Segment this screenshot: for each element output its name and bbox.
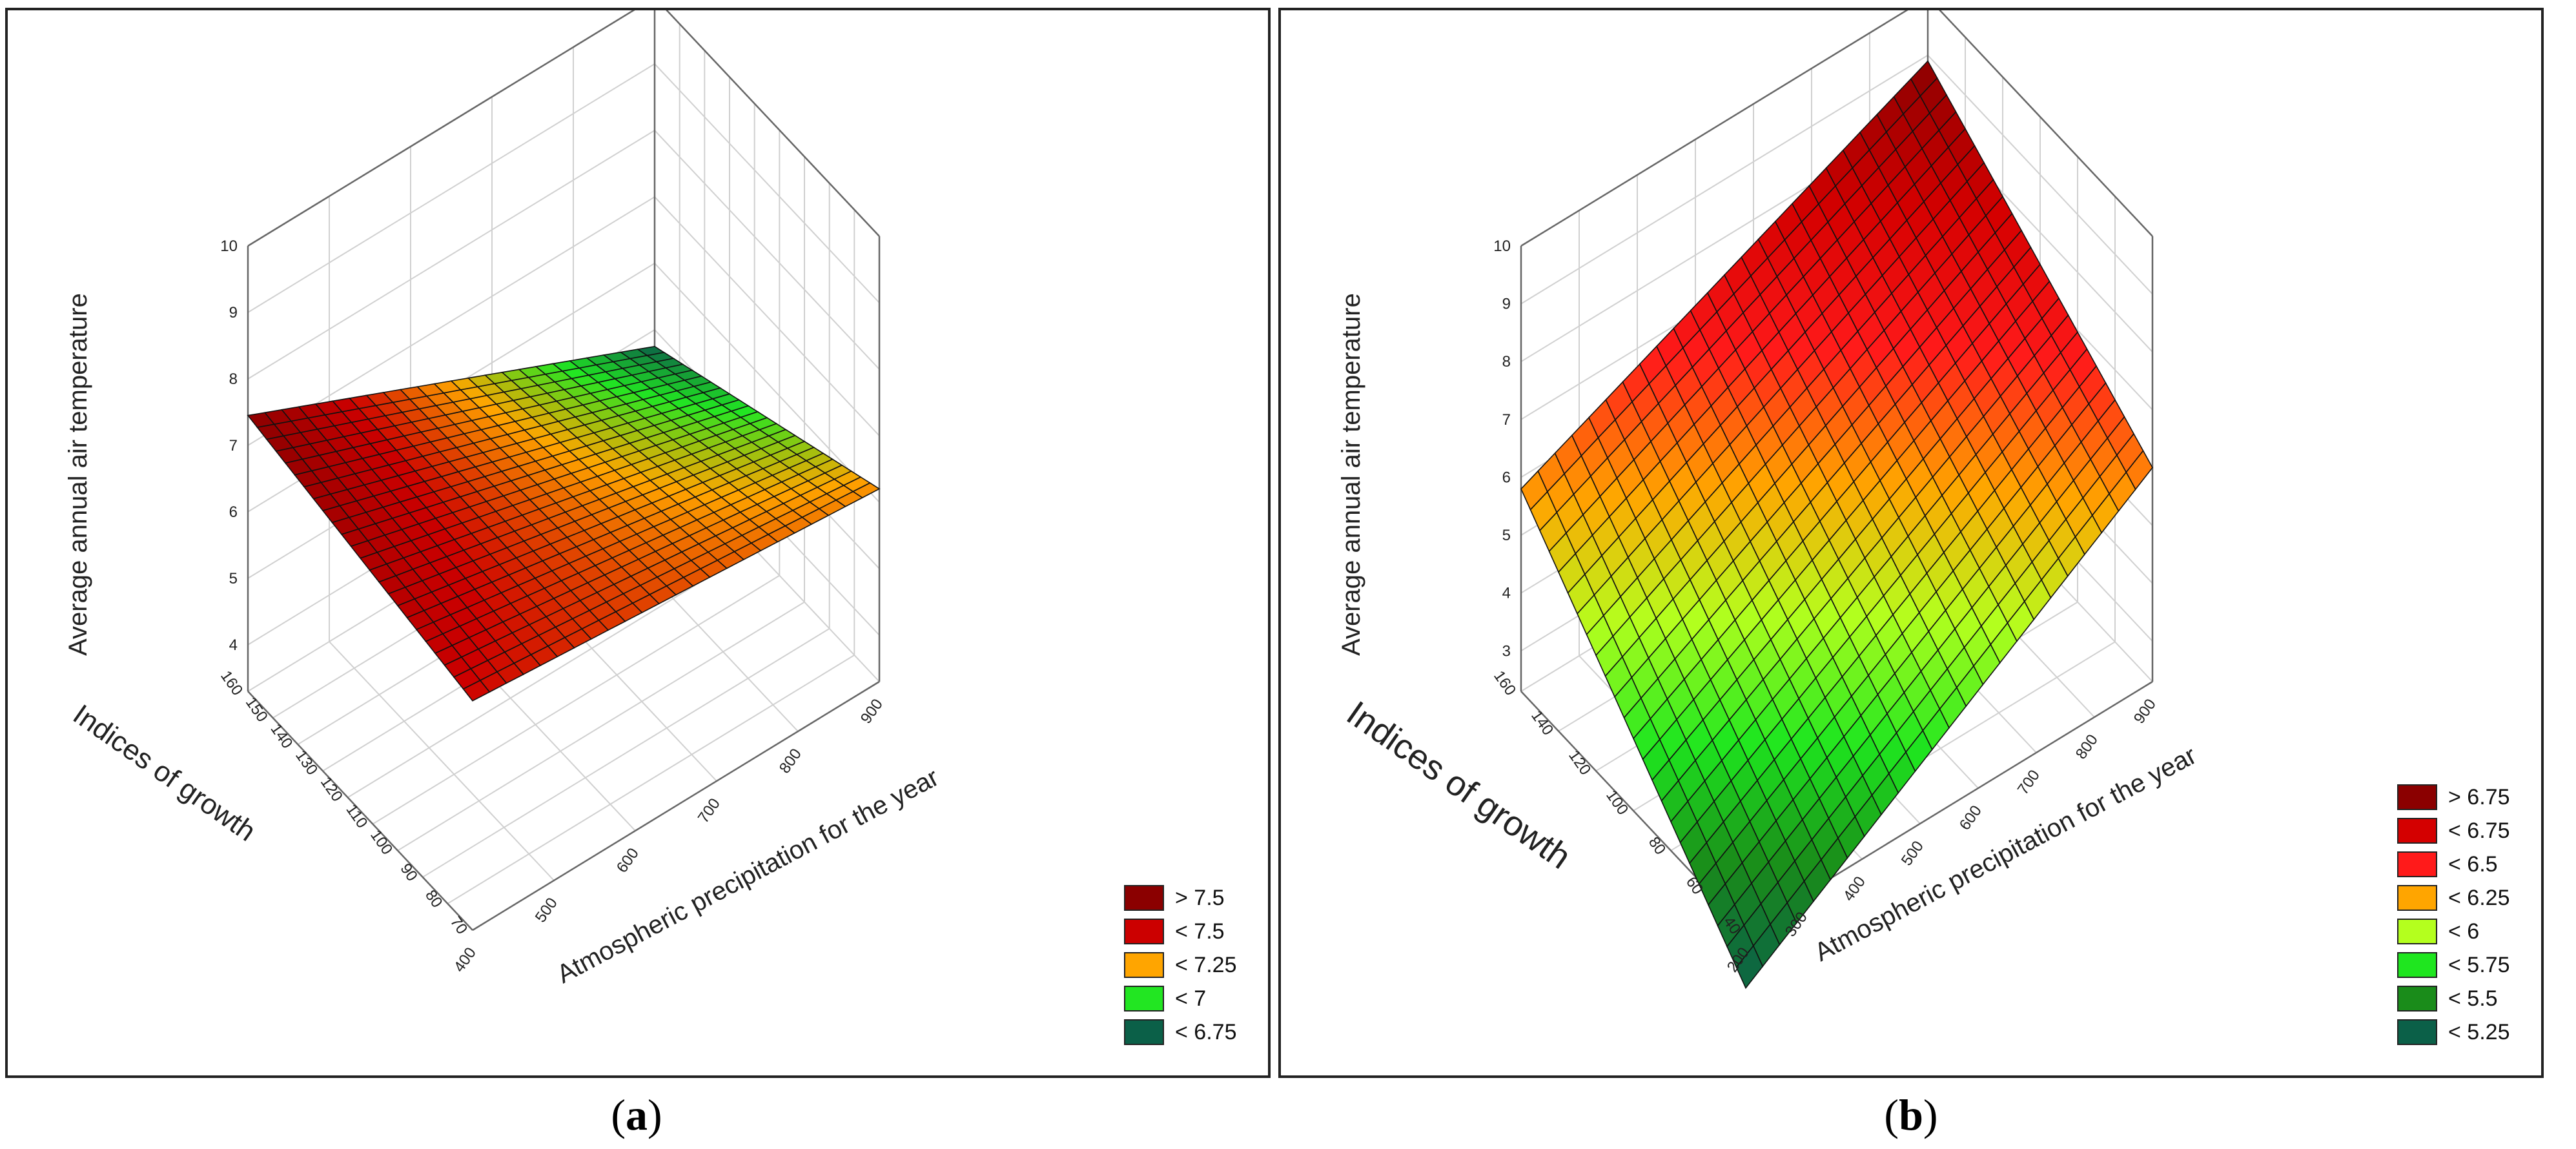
y-tick-label: 100	[367, 827, 396, 858]
legend-label: < 5.75	[2448, 953, 2510, 977]
legend-label: < 6.75	[2448, 819, 2510, 843]
surface-chart-b: 3456789104060801001201401602003004005006…	[1337, 10, 2510, 1045]
gridline-y	[372, 130, 781, 825]
box-edge	[666, 10, 880, 237]
y-tick-label: 100	[1602, 787, 1631, 818]
legend-swatch	[2397, 885, 2437, 911]
z-tick-label: 10	[220, 238, 238, 255]
legend-swatch	[1124, 1019, 1164, 1045]
z-tick-label: 5	[229, 570, 238, 587]
legend-swatch	[1124, 952, 1164, 978]
z-tick-label: 5	[1502, 527, 1511, 544]
surface-a	[247, 345, 881, 702]
z-tick-label: 6	[1502, 469, 1511, 486]
legend-label: < 7	[1175, 986, 1206, 1011]
y-tick-label: 150	[242, 694, 271, 725]
box-edge	[247, 10, 635, 247]
legend-swatch	[2397, 952, 2437, 978]
caption-b: (b)	[1884, 1090, 1938, 1139]
z-tick-label: 4	[229, 636, 238, 654]
x-tick-label: 800	[776, 746, 805, 777]
y-tick-label: 130	[292, 747, 321, 778]
x-tick-label: 800	[2072, 731, 2101, 762]
y-tick-label: 140	[267, 720, 296, 751]
legend-label: > 7.5	[1175, 886, 1225, 910]
legend-label: < 6.75	[1175, 1020, 1236, 1044]
y-tick-label: 160	[217, 667, 246, 698]
x-tick-label: 500	[1898, 838, 1927, 869]
y-tick-label: 120	[1565, 747, 1594, 778]
surface-b	[1520, 60, 2153, 990]
legend-swatch	[2397, 1019, 2437, 1045]
x-tick-label: 900	[857, 696, 886, 727]
legend-label: < 6.25	[2448, 886, 2510, 910]
gridline-z	[247, 10, 880, 247]
x-tick-label: 900	[2131, 696, 2160, 727]
caption-a: (a)	[611, 1090, 662, 1139]
legend-swatch	[2397, 986, 2437, 1012]
gridline-y	[447, 209, 855, 904]
legend-swatch	[1124, 885, 1164, 911]
z-tick-label: 8	[229, 371, 238, 388]
legend-label: < 7.25	[1175, 953, 1236, 977]
legend-swatch	[2397, 851, 2437, 877]
legend-swatch	[1124, 986, 1164, 1012]
z-tick-label: 9	[229, 304, 238, 321]
legend-label: < 5.5	[2448, 986, 2498, 1011]
box-a	[247, 10, 881, 931]
x-tick-label: 600	[613, 845, 642, 876]
z-tick-label: 4	[1502, 585, 1511, 602]
z-tick-label: 7	[1502, 411, 1511, 429]
surface-cell	[636, 345, 666, 356]
y-tick-label: 140	[1528, 707, 1557, 738]
z-tick-label: 8	[1502, 353, 1511, 371]
x-tick-label: 600	[1956, 802, 1985, 833]
legend-label: < 6	[2448, 919, 2479, 944]
y-tick-label: 110	[342, 801, 371, 831]
y-tick-label: 120	[317, 774, 346, 805]
box-edge	[247, 691, 473, 931]
y-tick-label: 90	[396, 860, 420, 884]
surface-cell	[1910, 60, 1938, 97]
legend-b: > 6.75 < 6.75 < 6.5 < 6.25 < 6 < 5.75 < 5.5 < 5…	[2397, 784, 2510, 1045]
gridline-z	[247, 10, 880, 247]
x-tick-label: 700	[2014, 767, 2043, 798]
x-axis-title: Atmospheric precipitation for the year	[553, 763, 944, 989]
x-tick-label: 400	[451, 944, 480, 975]
z-tick-label: 3	[1502, 642, 1511, 660]
z-tick-label: 7	[229, 437, 238, 454]
legend-label: < 7.5	[1175, 919, 1225, 944]
x-tick-label: 700	[695, 795, 724, 826]
gridline-y	[422, 183, 830, 878]
caption-b-letter: b	[1899, 1090, 1923, 1139]
z-tick-label: 6	[229, 503, 238, 521]
chart-panel-a: 4 5 6 7 8 9 10 70 80 90 100 110 120 130 140 150 160 400 50…	[5, 8, 1271, 1078]
legend-label: < 5.25	[2448, 1020, 2510, 1044]
box-edge	[472, 680, 880, 931]
legend-swatch	[2397, 784, 2437, 810]
y-tick-label: 160	[1490, 667, 1519, 698]
chart-panel-b: 3 4 5 6 7 8 9 10 40 60 80 100 120 140 160 200 300 400 500 6…	[1278, 8, 2544, 1078]
legend-swatch	[2397, 818, 2437, 844]
z-axis-title: Average annual air temperature	[1337, 293, 1365, 656]
legend-a: > 7.5 < 7.5 < 7.25 < 7 < 6.75	[1124, 885, 1236, 1045]
x-tick-label: 500	[532, 895, 561, 926]
y-axis-title: Indices of growth	[67, 698, 261, 848]
legend-label: < 6.5	[2448, 852, 2498, 877]
box-edge	[1520, 10, 1908, 247]
legend-label: > 6.75	[2448, 785, 2510, 809]
y-tick-label: 80	[1645, 834, 1669, 858]
x-tick-label: 400	[1840, 873, 1869, 904]
z-tick-label: 10	[1493, 238, 1511, 255]
gridline-y	[397, 156, 805, 851]
z-axis-title: Average annual air temperature	[64, 293, 92, 656]
legend-swatch	[1124, 919, 1164, 944]
legend-swatch	[2397, 919, 2437, 944]
y-tick-label: 80	[422, 887, 445, 911]
box-edge	[1939, 10, 2153, 237]
z-tick-label: 9	[1502, 296, 1511, 313]
y-tick-label: 70	[447, 913, 471, 937]
caption-a-letter: a	[626, 1090, 648, 1139]
